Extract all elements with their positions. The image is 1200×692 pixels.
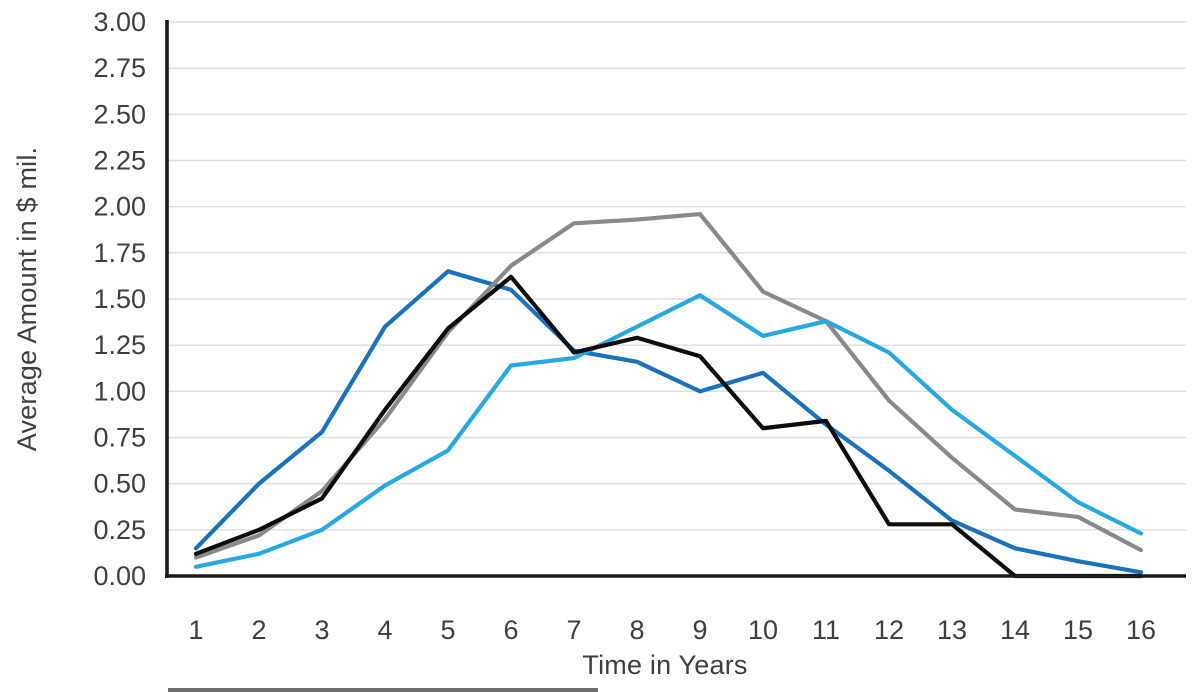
x-tick-label: 6 <box>503 615 518 645</box>
x-tick-label: 2 <box>251 615 266 645</box>
gray-series <box>193 211 1144 560</box>
x-tick-labels: 1 2 3 4 5 6 7 8 9 10 11 12 13 14 15 16 <box>188 615 1156 645</box>
x-tick-label: 16 <box>1126 615 1156 645</box>
x-tick-label: 4 <box>377 615 392 645</box>
x-tick-label: 15 <box>1063 615 1093 645</box>
y-tick-label: 2.00 <box>93 192 146 222</box>
x-tick-label: 7 <box>566 615 581 645</box>
x-tick-label: 14 <box>1000 615 1030 645</box>
x-tick-label: 3 <box>314 615 329 645</box>
bottom-edge-cropped-bar <box>168 688 598 692</box>
light-blue-series <box>193 293 1144 569</box>
y-tick-label: 1.00 <box>93 376 146 406</box>
x-tick-label: 12 <box>874 615 904 645</box>
y-tick-label: 3.00 <box>93 7 146 37</box>
black-series <box>193 274 1144 579</box>
y-tick-label: 2.75 <box>93 53 146 83</box>
x-tick-label: 9 <box>692 615 707 645</box>
x-tick-label: 11 <box>812 615 840 645</box>
x-axis-title: Time in Years <box>582 650 747 680</box>
y-tick-label: 0.00 <box>93 561 146 591</box>
y-tick-label: 0.25 <box>93 515 146 545</box>
y-tick-label: 1.25 <box>93 330 146 360</box>
x-tick-label: 1 <box>188 615 203 645</box>
dark-blue-series <box>193 269 1144 575</box>
y-axis-title: Average Amount in $ mil. <box>12 147 42 451</box>
x-tick-label: 10 <box>748 615 778 645</box>
y-tick-label: 0.50 <box>93 469 146 499</box>
y-tick-label: 1.75 <box>93 238 146 268</box>
y-tick-label: 0.75 <box>93 423 146 453</box>
x-tick-label: 5 <box>440 615 455 645</box>
y-tick-labels: 0.00 0.25 0.50 0.75 1.00 1.25 1.50 1.75 2.00 2.25… <box>93 7 146 591</box>
y-tick-label: 1.50 <box>93 284 146 314</box>
y-tick-label: 2.50 <box>93 99 146 129</box>
series-lines <box>193 211 1144 579</box>
x-tick-label: 8 <box>629 615 644 645</box>
y-tick-label: 2.25 <box>93 146 146 176</box>
gridlines <box>167 21 1186 531</box>
x-tick-label: 13 <box>937 615 967 645</box>
